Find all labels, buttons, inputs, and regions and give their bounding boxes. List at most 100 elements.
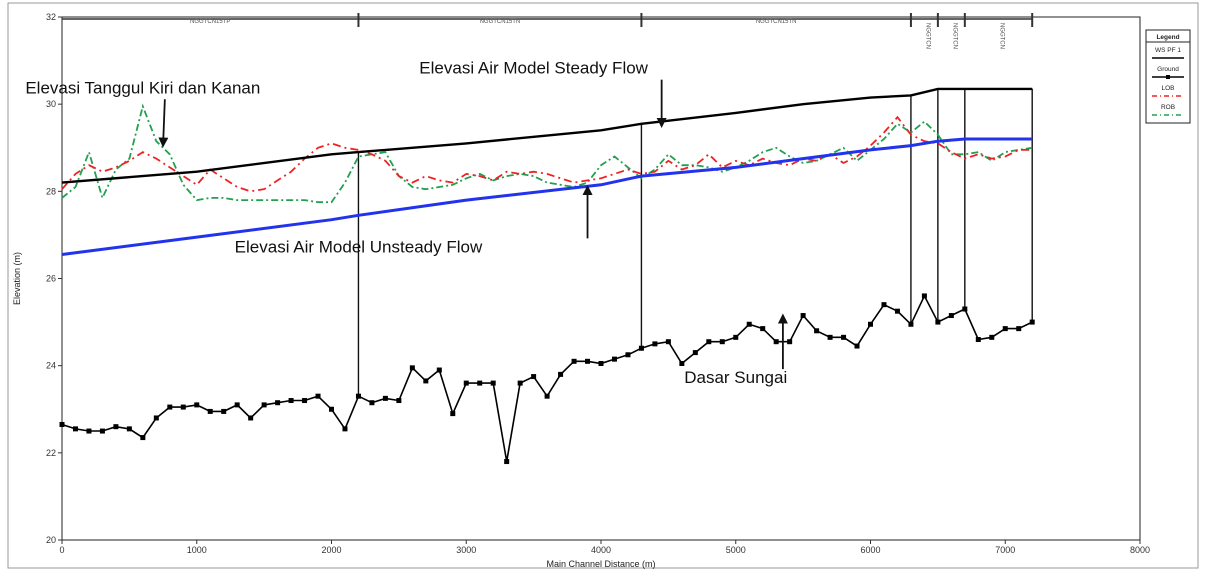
ground-point xyxy=(194,402,200,408)
x-tick-label: 7000 xyxy=(995,545,1015,555)
ground-point xyxy=(881,302,887,308)
ground-point xyxy=(288,398,294,404)
y-tick-label: 32 xyxy=(46,12,56,22)
ground-point xyxy=(773,339,779,345)
x-tick-label: 3000 xyxy=(456,545,476,555)
series-line-lob xyxy=(61,115,1033,193)
ground-point xyxy=(126,426,132,432)
ground-point xyxy=(544,393,550,399)
x-tick-label: 6000 xyxy=(860,545,880,555)
ground-point xyxy=(935,319,941,325)
ground-point xyxy=(396,398,402,404)
ground-point xyxy=(827,334,833,340)
ground-point xyxy=(140,435,146,441)
legend-title: Legend xyxy=(1156,34,1179,41)
ground-point xyxy=(921,293,927,299)
x-tick-label: 5000 xyxy=(726,545,746,555)
ground-point xyxy=(868,321,873,327)
x-tick-label: 8000 xyxy=(1130,545,1150,555)
ground-point xyxy=(733,334,739,340)
ground-point xyxy=(99,428,105,434)
ground-point xyxy=(814,328,820,334)
annotation-label: Elevasi Air Model Unsteady Flow xyxy=(235,237,483,256)
ground-point xyxy=(113,424,119,430)
series-line-rob xyxy=(61,103,1033,204)
ground-point xyxy=(894,308,900,314)
ground-point xyxy=(302,398,308,404)
ground-point xyxy=(423,378,429,384)
ground-point xyxy=(948,313,954,319)
ground-point xyxy=(153,415,159,421)
ground-point xyxy=(477,380,483,386)
ground-point xyxy=(315,393,321,399)
y-tick-label: 22 xyxy=(46,448,56,458)
ground-point xyxy=(409,365,415,371)
ground-point xyxy=(436,367,442,373)
ground-point xyxy=(450,411,456,417)
ground-point xyxy=(692,350,698,356)
ground-point xyxy=(207,408,213,414)
ground-point xyxy=(679,360,685,366)
ground-point xyxy=(342,426,348,432)
reach-label: NGGTCN15TN xyxy=(480,19,521,25)
ground-point xyxy=(706,339,712,345)
y-axis-label: Elevation (m) xyxy=(12,252,22,305)
ground-point xyxy=(355,393,361,399)
ground-point xyxy=(490,380,496,386)
legend-entry-label: Ground xyxy=(1157,66,1179,73)
ground-point xyxy=(908,321,914,327)
reach-label: NGGTCN15TN xyxy=(756,19,797,25)
reach-label: NGGTCN15TP xyxy=(190,19,230,25)
ground-point xyxy=(975,337,981,343)
y-tick-label: 26 xyxy=(46,274,56,284)
ground-point xyxy=(746,321,752,327)
ground-point xyxy=(72,426,78,432)
ground-point xyxy=(369,400,375,406)
ground-point xyxy=(221,408,227,414)
ground-point xyxy=(504,459,510,465)
ground-point xyxy=(234,402,240,408)
ground-point xyxy=(787,339,793,345)
series-line-ground xyxy=(61,294,1033,462)
y-tick-label: 28 xyxy=(46,186,56,196)
legend-entry-label: ROB xyxy=(1161,104,1175,111)
ground-point xyxy=(585,358,591,364)
ground-point xyxy=(261,402,267,408)
series-line-steady xyxy=(61,87,1033,184)
ground-point xyxy=(167,404,173,410)
annotation-label: Elevasi Air Model Steady Flow xyxy=(419,59,648,78)
ground-point xyxy=(59,422,65,428)
ground-point xyxy=(248,415,254,421)
reach-label-vertical: NGGTCN xyxy=(924,23,930,49)
reach-label-vertical: NGGTCN xyxy=(999,23,1005,49)
y-tick-label: 20 xyxy=(46,535,56,545)
window-frame xyxy=(7,2,1199,569)
ground-point xyxy=(760,326,766,332)
annotation-label: Elevasi Tanggul Kiri dan Kanan xyxy=(25,78,260,97)
y-tick-label: 24 xyxy=(46,361,56,371)
reach-label-vertical: NGGTCN xyxy=(951,23,957,49)
ground-point xyxy=(531,374,537,380)
legend-entry-marker xyxy=(1166,75,1170,79)
ground-point xyxy=(517,380,523,386)
series-line-unsteady xyxy=(61,137,1033,256)
x-tick-label: 0 xyxy=(59,545,64,555)
annotation-label: Dasar Sungai xyxy=(684,368,787,387)
ground-point xyxy=(625,352,631,358)
ground-point xyxy=(598,360,604,366)
ground-point xyxy=(854,343,860,349)
ground-point xyxy=(841,334,847,340)
ground-point xyxy=(962,306,968,312)
ground-point xyxy=(989,334,995,340)
ground-point xyxy=(86,428,92,434)
x-tick-label: 1000 xyxy=(187,545,207,555)
x-tick-label: 4000 xyxy=(591,545,611,555)
ground-point xyxy=(611,356,617,362)
ground-point xyxy=(800,313,806,319)
ground-point xyxy=(329,406,334,412)
ground-point xyxy=(180,404,186,410)
ground-point xyxy=(719,339,725,345)
ground-point xyxy=(1002,326,1008,332)
